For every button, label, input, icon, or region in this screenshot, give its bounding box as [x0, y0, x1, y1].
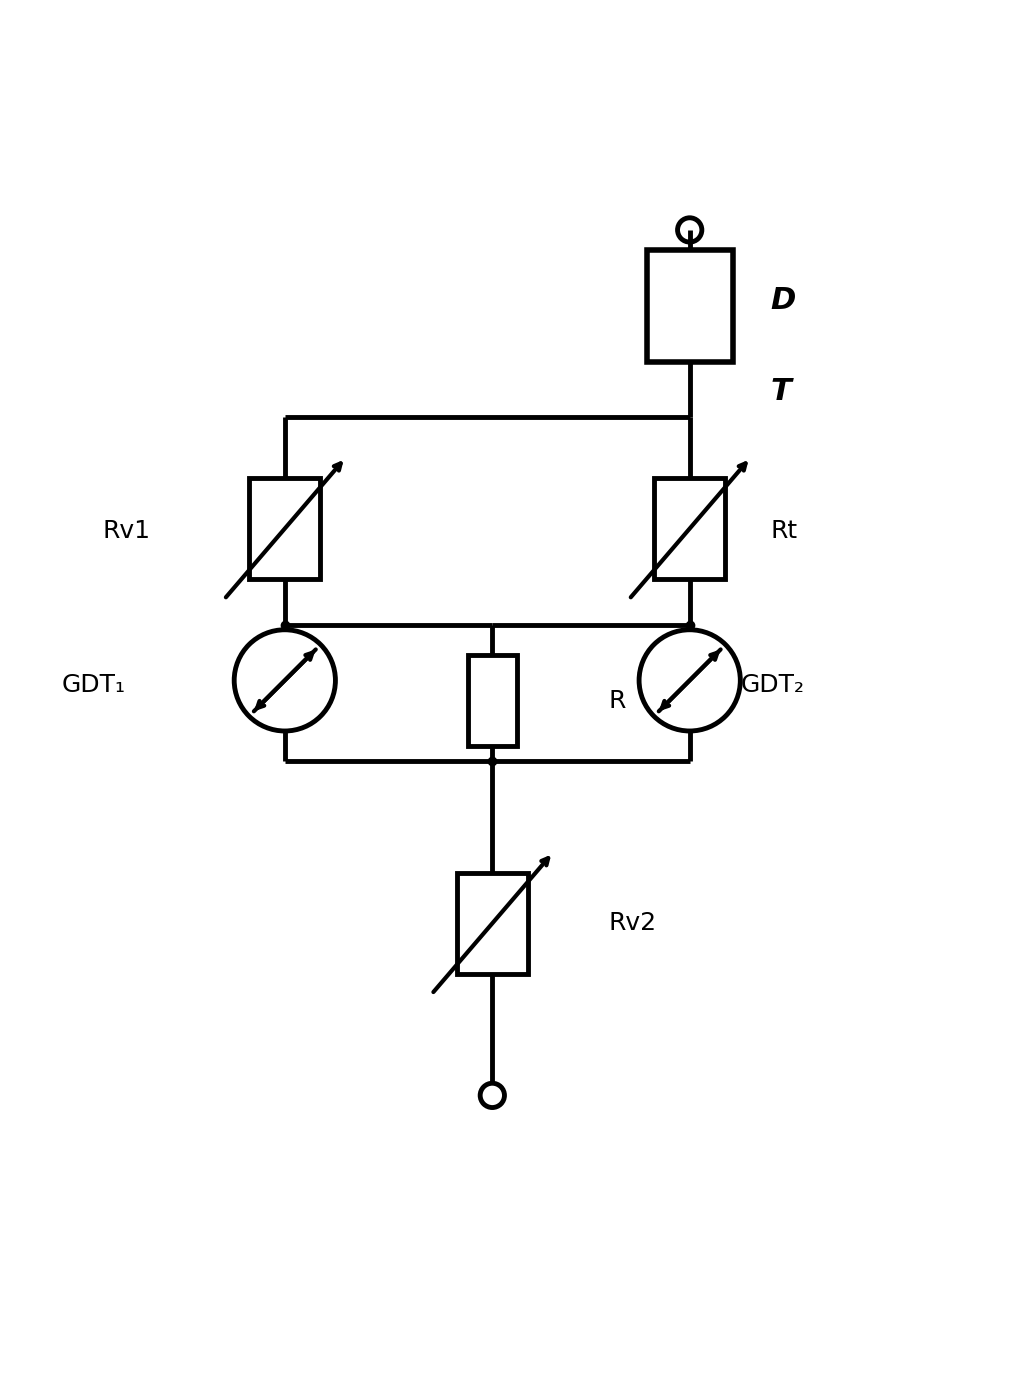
- Text: GDT₁: GDT₁: [62, 674, 126, 697]
- Circle shape: [639, 630, 740, 731]
- Circle shape: [234, 630, 335, 731]
- Bar: [250, 478, 321, 579]
- Text: D: D: [770, 286, 796, 315]
- Text: GDT₂: GDT₂: [740, 674, 804, 697]
- Text: Rv1: Rv1: [103, 519, 150, 543]
- Bar: [457, 873, 528, 974]
- Text: R: R: [609, 689, 626, 713]
- Bar: [647, 250, 733, 362]
- Text: Rt: Rt: [770, 519, 798, 543]
- Bar: [655, 478, 725, 579]
- Text: Rv2: Rv2: [609, 911, 657, 935]
- Text: T: T: [770, 377, 792, 406]
- Bar: [468, 655, 517, 746]
